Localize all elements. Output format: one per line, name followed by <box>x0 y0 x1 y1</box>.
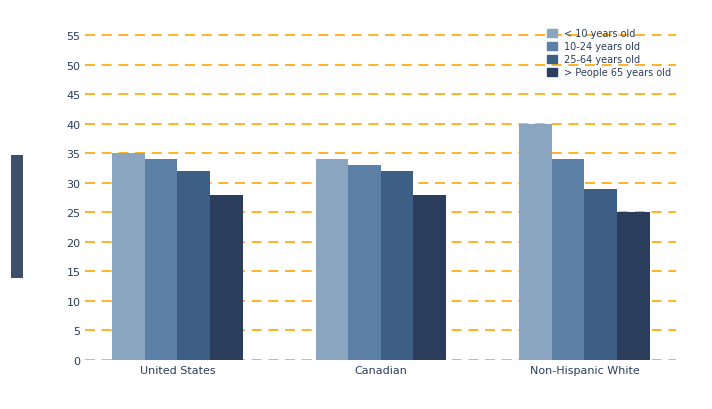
Bar <box>617 213 649 360</box>
Bar <box>210 195 243 360</box>
Bar <box>414 195 446 360</box>
Bar <box>177 172 210 360</box>
Bar <box>552 160 585 360</box>
Bar <box>381 172 414 360</box>
Bar <box>145 160 177 360</box>
Bar <box>316 160 348 360</box>
Bar <box>348 166 381 360</box>
Bar <box>519 125 552 360</box>
Bar <box>585 189 617 360</box>
Legend: < 10 years old, 10-24 years old, 25-64 years old, > People 65 years old: < 10 years old, 10-24 years old, 25-64 y… <box>547 29 671 78</box>
Bar <box>112 154 145 360</box>
